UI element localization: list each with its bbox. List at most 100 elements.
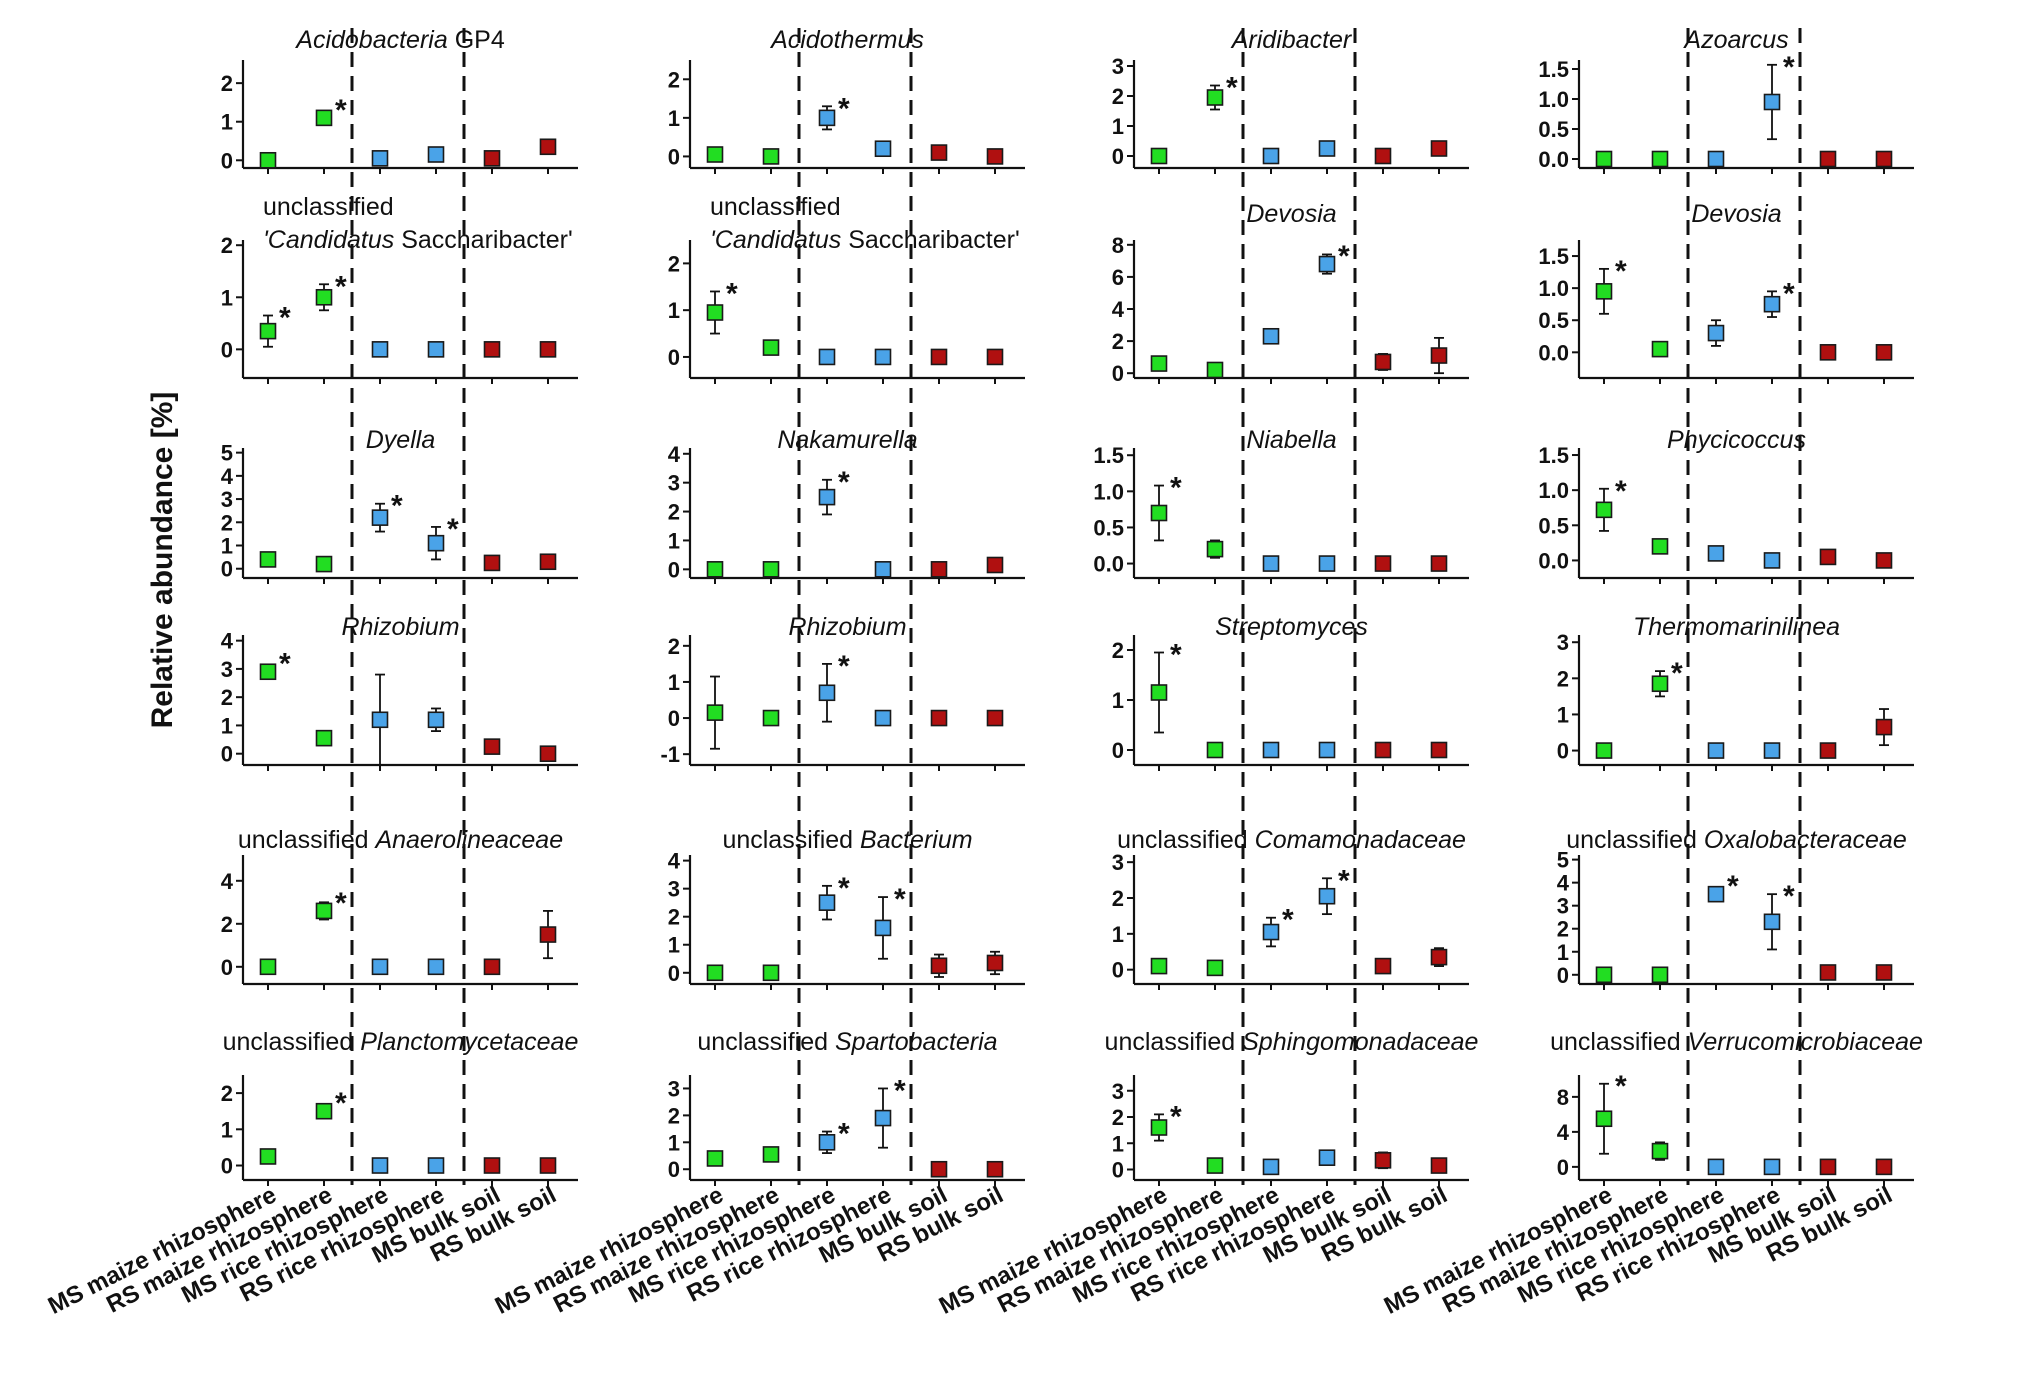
data-point [1262,923,1280,941]
y-tick-label: 4 [221,629,234,654]
panel-title: unclassified Oxalobacteraceae [1566,826,1906,854]
panel-title-line2: 'Candidatus Saccharibacter' [710,226,1020,254]
title-part: Acidothermus [769,26,924,54]
y-tick-label: 2 [1112,1105,1124,1130]
data-point [1875,552,1893,569]
data-point [706,146,724,163]
data-point [818,348,836,366]
data-point [1206,959,1224,977]
data-point [315,1102,333,1120]
panel-title: Devosia [1246,200,1336,228]
significance-star: * [335,270,347,303]
title-part: Acidobacteria [294,26,448,54]
data-point [1651,538,1669,555]
significance-star: * [279,302,291,335]
data-point [483,738,501,755]
y-tick-label: 2 [221,912,233,937]
y-tick-label: 5 [221,441,233,466]
data-point [1262,147,1280,165]
panel-1-0: 0 1 2 unclassified 'Candidatus Saccharibacte… [221,193,578,384]
y-tick-label: 0 [221,557,233,582]
data-point [1150,684,1168,701]
data-point [1819,150,1837,168]
y-tick-label: 1 [668,670,680,695]
panel-1-2: 0 2 4 6 8 Devosia* [1112,200,1469,386]
y-tick-label: 1 [1112,688,1124,713]
y-tick-label: 0 [668,144,680,169]
data-point [1819,742,1837,759]
data-point [874,709,892,727]
title-part: Dyella [366,426,436,454]
significance-star: * [894,1074,906,1107]
y-tick-label: 0 [668,345,680,370]
significance-star: * [1615,475,1627,508]
data-point [1763,552,1781,569]
data-point [371,958,389,976]
data-point [1262,1158,1280,1176]
data-point [986,1160,1004,1178]
y-tick-label: 2 [1557,666,1569,691]
y-tick-label: 0.0 [1093,552,1124,577]
data-point [315,109,333,127]
data-point [1262,555,1280,572]
panel-5-0: 0 1 2 unclassified Planctomycetaceae * [221,1028,578,1186]
data-point [1763,93,1781,111]
panel-0-0: 0 1 2 Acidobacteria GP4 * [221,26,578,174]
data-point [1595,150,1613,168]
data-point [539,553,557,571]
panel-1-1: 0 1 2 unclassified 'Candidatus Saccharibacte… [668,193,1025,384]
significance-star: * [838,92,850,125]
data-point [371,711,389,729]
panel-2-1: 0 1 2 3 4 Nakamurella * [668,426,1025,584]
y-tick-label: 1 [668,298,680,323]
significance-star: * [1615,1070,1627,1103]
y-tick-label: 1.0 [1538,87,1569,112]
panel-title: unclassified [263,193,394,221]
data-point [1763,913,1781,931]
data-point [1150,504,1168,522]
data-point [930,709,948,727]
data-point [706,964,724,982]
y-tick-label: 0 [221,955,233,980]
title-part: 'Candidatus [263,226,394,254]
title-part: unclassified [1566,826,1704,854]
data-point [315,729,333,747]
significance-star: * [335,1087,347,1120]
y-tick-label: 1.5 [1093,443,1124,468]
data-point [1150,355,1168,372]
y-tick-label: 2 [668,905,680,930]
data-point [1262,327,1280,345]
data-point [1595,283,1613,300]
data-point [818,109,836,127]
y-tick-label: 4 [668,442,681,467]
y-tick-label: 1 [221,110,233,135]
significance-star: * [391,490,403,523]
y-tick-label: 1.0 [1538,478,1569,503]
significance-star: * [838,650,850,683]
significance-star: * [894,883,906,916]
data-point [1875,150,1893,168]
panel-title: Aridibacter [1230,26,1353,54]
data-point [930,348,948,366]
title-part: unclassified [238,826,376,854]
data-point [1430,555,1448,572]
data-point [874,1109,892,1127]
title-part: Thermomarinilinea [1633,613,1840,641]
data-point [371,341,389,358]
data-point [427,534,445,552]
data-point [371,150,389,167]
data-point [930,561,948,578]
group-dividers [350,28,1802,1185]
data-point [1430,1157,1448,1174]
panel-title: Niabella [1246,426,1336,454]
data-point [1875,964,1893,981]
y-tick-label: 0 [1112,144,1124,169]
title-part: Rhizobium [788,613,906,641]
title-part: Devosia [1246,200,1336,228]
data-point [1318,555,1336,572]
